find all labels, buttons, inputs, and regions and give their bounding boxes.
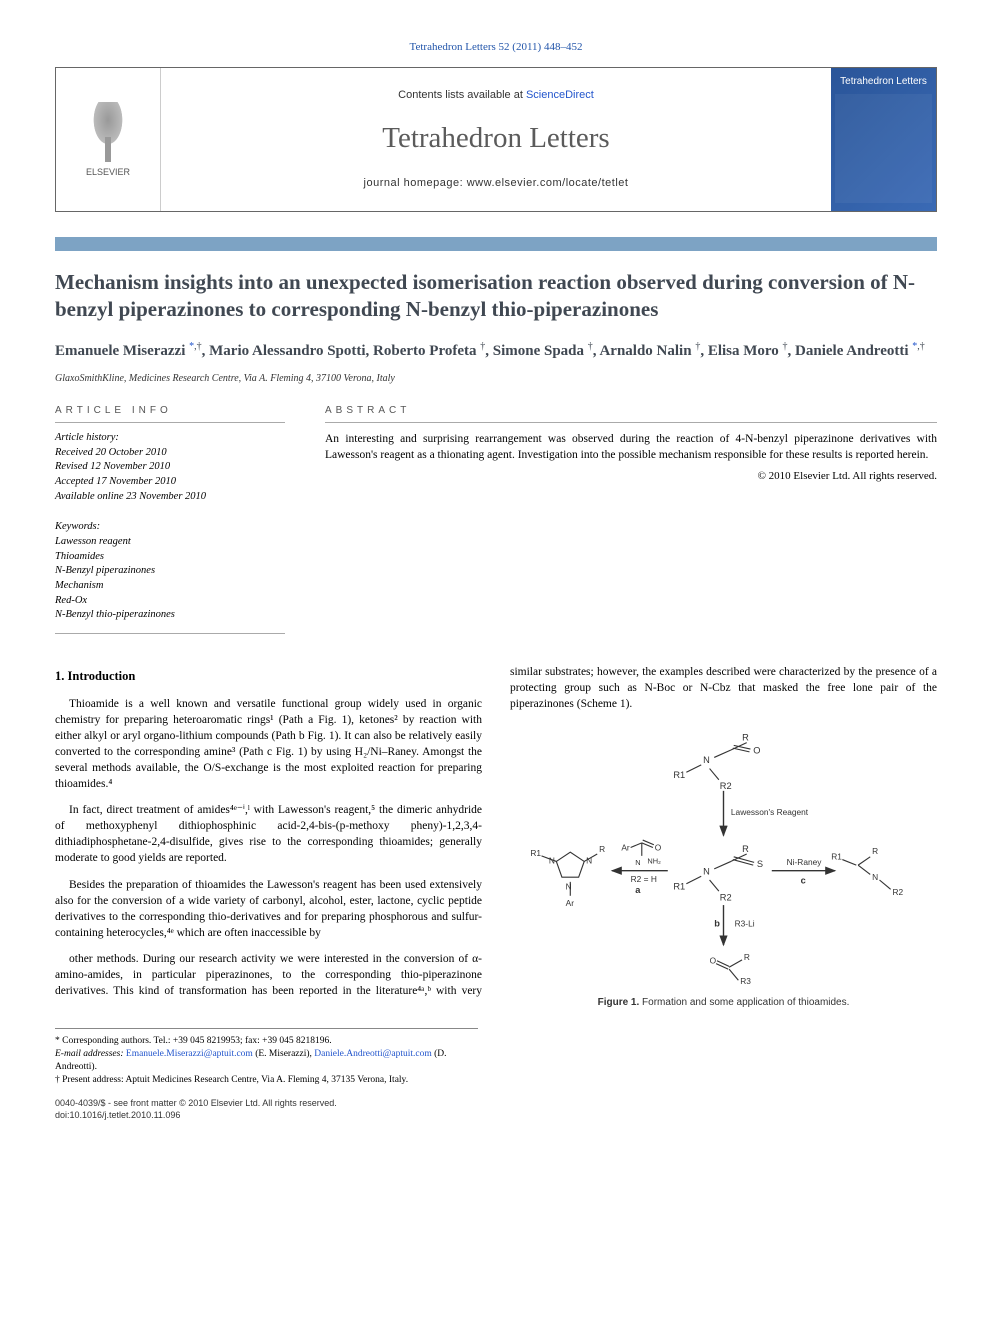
scheme-label: Ni-Raney — [787, 858, 823, 868]
doi-line: doi:10.1016/j.tetlet.2010.11.096 — [55, 1109, 337, 1122]
scheme-label: O — [710, 956, 717, 966]
figure-1: R N R1 R2 O Lawesson's Reagent R N R1 — [510, 724, 937, 1009]
scheme-label: R3 — [740, 976, 751, 984]
scheme-label: R1 — [530, 848, 541, 858]
scheme-label: R1 — [673, 882, 685, 892]
footer-left: 0040-4039/$ - see front matter © 2010 El… — [55, 1097, 337, 1122]
homepage-line: journal homepage: www.elsevier.com/locat… — [364, 176, 629, 191]
scheme-label: R2 — [720, 893, 732, 903]
scheme-label: O — [655, 843, 662, 853]
email-link[interactable]: Daniele.Andreotti@aptuit.com — [314, 1049, 431, 1059]
section-heading-intro: 1. Introduction — [55, 668, 482, 686]
keyword: N-Benzyl piperazinones — [55, 564, 285, 579]
scheme-label: R — [742, 733, 749, 743]
scheme-label: S — [757, 859, 763, 869]
affiliation: GlaxoSmithKline, Medicines Research Cent… — [55, 372, 937, 386]
scheme-label: a — [635, 885, 641, 895]
contents-available-line: Contents lists available at ScienceDirec… — [398, 88, 594, 103]
article-info-column: ARTICLE INFO Article history: Received 2… — [55, 404, 285, 634]
scheme-label: R1 — [831, 852, 842, 862]
journal-name: Tetrahedron Letters — [382, 118, 609, 159]
accent-bar — [55, 237, 937, 251]
figure-caption-label: Figure 1. — [598, 997, 640, 1008]
scheme-label: R2 — [720, 781, 732, 791]
homepage-prefix: journal homepage: — [364, 177, 467, 189]
keywords-block: Keywords: Lawesson reagent Thioamides N-… — [55, 520, 285, 634]
publisher-name: ELSEVIER — [83, 166, 133, 179]
journal-cover-thumbnail: Tetrahedron Letters — [831, 68, 936, 211]
publisher-logo-cell: ELSEVIER — [56, 68, 161, 211]
revised-date: Revised 12 November 2010 — [55, 460, 285, 475]
reaction-scheme-svg: R N R1 R2 O Lawesson's Reagent R N R1 — [510, 724, 937, 984]
keyword: Lawesson reagent — [55, 535, 285, 550]
scheme-label: R — [872, 846, 878, 856]
author-list: Emanuele Miserazzi *,†, Mario Alessandro… — [55, 340, 937, 362]
cover-body — [835, 94, 932, 203]
info-abstract-row: ARTICLE INFO Article history: Received 2… — [55, 404, 937, 634]
journal-header-box: ELSEVIER Contents lists available at Sci… — [55, 67, 937, 212]
keywords-label: Keywords: — [55, 520, 285, 535]
figure-caption-text: Formation and some application of thioam… — [639, 997, 849, 1008]
scheme-label: b — [714, 919, 720, 929]
body-paragraph: In fact, direct treatment of amides⁴ᵉ⁻ⁱ,… — [55, 802, 482, 866]
body-paragraph: Besides the preparation of thioamides th… — [55, 877, 482, 941]
scheme-label: Ar — [621, 843, 630, 853]
email-label: E-mail addresses: — [55, 1049, 126, 1059]
article-title: Mechanism insights into an unexpected is… — [55, 269, 937, 322]
scheme-label: c — [801, 876, 806, 886]
scheme-label: R — [744, 952, 750, 962]
citation-line: Tetrahedron Letters 52 (2011) 448–452 — [55, 40, 937, 55]
keyword: Red-Ox — [55, 594, 285, 609]
scheme-label: R2 — [893, 887, 904, 897]
abstract-copyright: © 2010 Elsevier Ltd. All rights reserved… — [325, 469, 937, 484]
svg-text:N: N — [635, 859, 640, 868]
history-label: Article history: — [55, 431, 285, 446]
email-line: E-mail addresses: Emanuele.Miserazzi@apt… — [55, 1048, 478, 1074]
abstract-label: ABSTRACT — [325, 404, 937, 423]
online-date: Available online 23 November 2010 — [55, 490, 285, 505]
keyword: Thioamides — [55, 550, 285, 565]
elsevier-logo: ELSEVIER — [83, 102, 133, 179]
sciencedirect-link[interactable]: ScienceDirect — [526, 89, 594, 101]
homepage-url[interactable]: www.elsevier.com/locate/tetlet — [467, 177, 629, 189]
scheme-label: R2 = H — [631, 874, 657, 884]
scheme-label: N — [703, 867, 710, 877]
scheme-label: R — [599, 845, 605, 855]
scheme-label: NH₂ — [647, 857, 661, 866]
keyword: Mechanism — [55, 579, 285, 594]
abstract-column: ABSTRACT An interesting and surprising r… — [325, 404, 937, 634]
scheme-label: Ar — [566, 898, 575, 908]
article-history: Article history: Received 20 October 201… — [55, 431, 285, 504]
issn-line: 0040-4039/$ - see front matter © 2010 El… — [55, 1097, 337, 1110]
scheme-label: R1 — [673, 770, 685, 780]
body-paragraph: Thioamide is a well known and versatile … — [55, 696, 482, 793]
cover-title: Tetrahedron Letters — [840, 76, 927, 88]
present-address-note: † Present address: Aptuit Medicines Rese… — [55, 1074, 478, 1087]
abstract-text: An interesting and surprising rearrangem… — [325, 431, 937, 463]
scheme-label: N — [703, 755, 710, 765]
email-link[interactable]: Emanuele.Miserazzi@aptuit.com — [126, 1049, 253, 1059]
page-footer: 0040-4039/$ - see front matter © 2010 El… — [55, 1097, 937, 1122]
scheme-label: R3-Li — [735, 919, 755, 929]
scheme-label: R — [742, 845, 749, 855]
contents-prefix: Contents lists available at — [398, 89, 526, 101]
scheme-label: O — [753, 746, 760, 756]
scheme-label: N — [872, 872, 878, 882]
footnotes: * Corresponding authors. Tel.: +39 045 8… — [55, 1028, 478, 1086]
email-who: (E. Miserazzi), — [253, 1049, 314, 1059]
keyword: N-Benzyl thio-piperazinones — [55, 608, 285, 623]
elsevier-tree-icon — [83, 102, 133, 162]
received-date: Received 20 October 2010 — [55, 446, 285, 461]
header-center: Contents lists available at ScienceDirec… — [161, 68, 831, 211]
article-info-label: ARTICLE INFO — [55, 404, 285, 423]
accepted-date: Accepted 17 November 2010 — [55, 475, 285, 490]
corresponding-author-note: * Corresponding authors. Tel.: +39 045 8… — [55, 1035, 478, 1048]
figure-caption: Figure 1. Formation and some application… — [510, 996, 937, 1010]
scheme-label: Lawesson's Reagent — [731, 807, 809, 817]
body-two-column: 1. Introduction Thioamide is a well know… — [55, 664, 937, 1010]
